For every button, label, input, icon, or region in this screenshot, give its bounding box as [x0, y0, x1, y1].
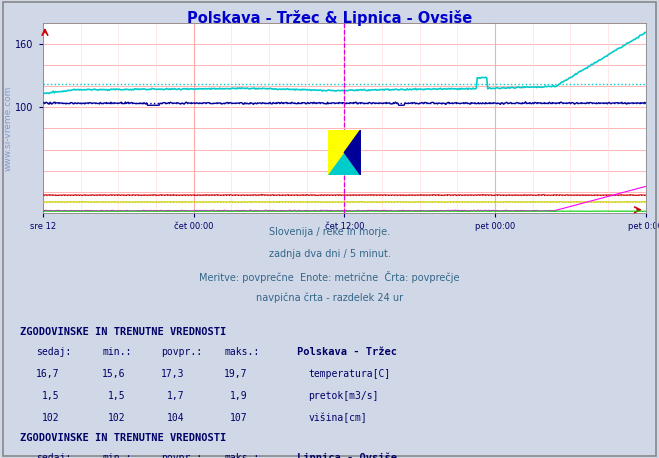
Text: www.si-vreme.com: www.si-vreme.com	[4, 86, 13, 171]
Text: 19,7: 19,7	[223, 369, 247, 379]
Text: 16,7: 16,7	[36, 369, 59, 379]
Text: sedaj:: sedaj:	[36, 347, 71, 357]
Text: 102: 102	[107, 413, 125, 423]
Text: maks.:: maks.:	[224, 347, 259, 357]
Text: maks.:: maks.:	[224, 453, 259, 458]
Text: 107: 107	[229, 413, 247, 423]
Text: 1,9: 1,9	[229, 391, 247, 401]
Text: 102: 102	[42, 413, 59, 423]
Text: 15,6: 15,6	[101, 369, 125, 379]
Text: zadnja dva dni / 5 minut.: zadnja dva dni / 5 minut.	[269, 249, 390, 259]
Text: 1,7: 1,7	[167, 391, 185, 401]
Text: 1,5: 1,5	[107, 391, 125, 401]
Text: Lipnica - Ovsiše: Lipnica - Ovsiše	[297, 453, 397, 458]
Text: navpična črta - razdelek 24 ur: navpična črta - razdelek 24 ur	[256, 293, 403, 303]
Text: višina[cm]: višina[cm]	[308, 413, 367, 423]
Text: ZGODOVINSKE IN TRENUTNE VREDNOSTI: ZGODOVINSKE IN TRENUTNE VREDNOSTI	[20, 327, 226, 338]
Text: pretok[m3/s]: pretok[m3/s]	[308, 391, 379, 401]
Text: ZGODOVINSKE IN TRENUTNE VREDNOSTI: ZGODOVINSKE IN TRENUTNE VREDNOSTI	[20, 433, 226, 443]
Text: temperatura[C]: temperatura[C]	[308, 369, 391, 379]
Text: min.:: min.:	[102, 347, 132, 357]
Text: 17,3: 17,3	[161, 369, 185, 379]
Text: Polskava - Tržec: Polskava - Tržec	[297, 347, 397, 357]
Text: Slovenija / reke in morje.: Slovenija / reke in morje.	[269, 227, 390, 237]
Text: sedaj:: sedaj:	[36, 453, 71, 458]
Text: 1,5: 1,5	[42, 391, 59, 401]
Text: povpr.:: povpr.:	[161, 453, 202, 458]
Text: povpr.:: povpr.:	[161, 347, 202, 357]
Text: 104: 104	[167, 413, 185, 423]
Text: Meritve: povprečne  Enote: metrične  Črta: povprečje: Meritve: povprečne Enote: metrične Črta:…	[199, 271, 460, 283]
Text: Polskava - Tržec & Lipnica - Ovsiše: Polskava - Tržec & Lipnica - Ovsiše	[187, 10, 472, 26]
Polygon shape	[328, 130, 361, 175]
Polygon shape	[344, 130, 361, 175]
Text: min.:: min.:	[102, 453, 132, 458]
Polygon shape	[328, 130, 361, 175]
